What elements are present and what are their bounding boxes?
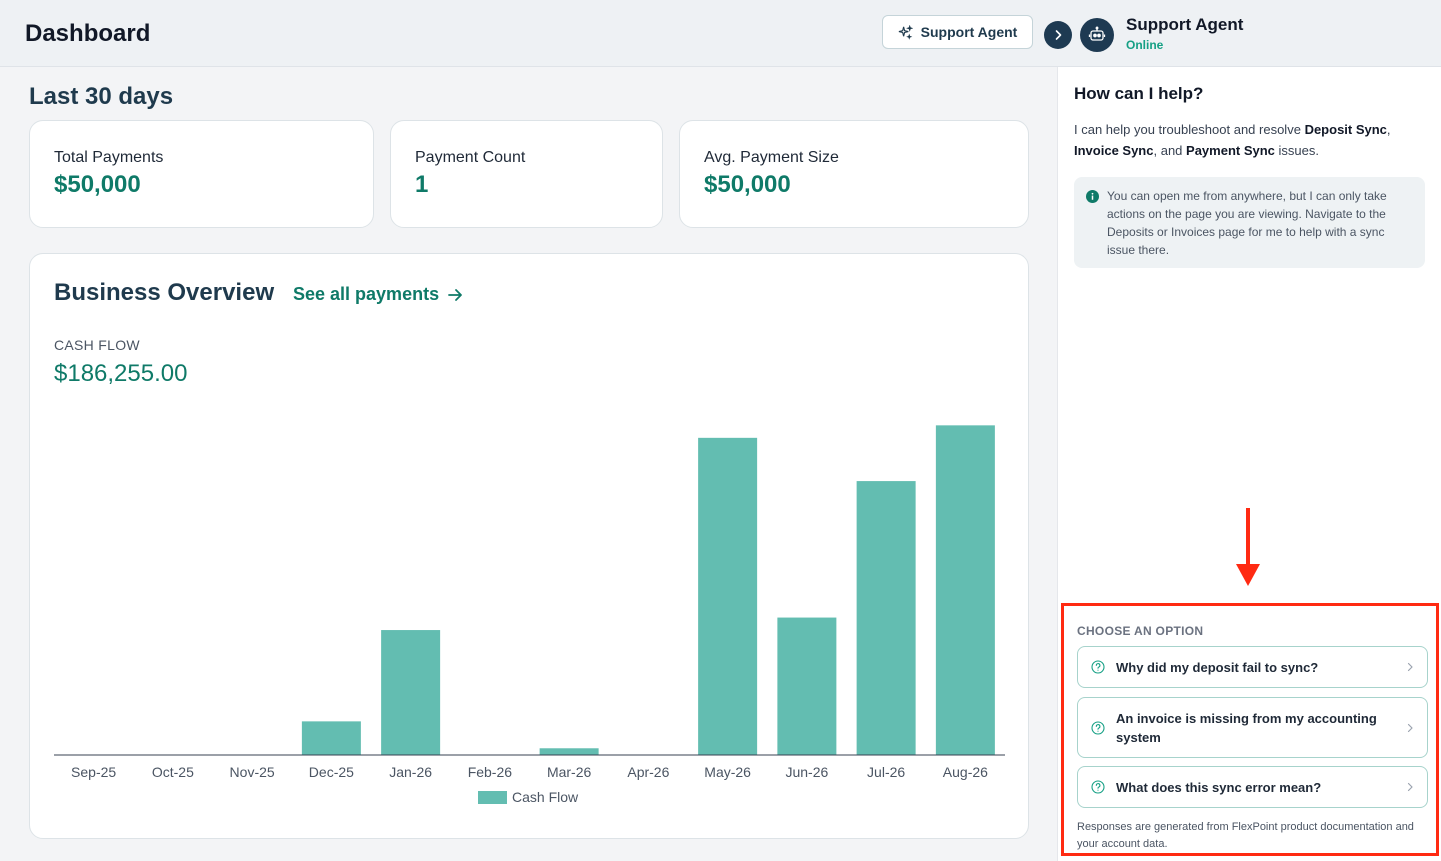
options-heading: CHOOSE AN OPTION [1077,624,1204,638]
help-end: issues. [1278,143,1319,158]
x-tick-label: May-26 [704,764,751,780]
sparkle-icon [898,24,913,40]
option-label: Why did my deposit fail to sync? [1116,659,1319,675]
support-agent-button-label: Support Agent [920,24,1018,40]
robot-icon [1088,26,1106,41]
stat-value: $50,000 [704,171,791,198]
help-item-payment-sync: Payment Sync [1186,143,1275,158]
question-circle-icon [1091,780,1105,794]
help-intro: I can help you troubleshoot and resolve [1074,122,1301,137]
chevron-right-icon [1055,30,1062,40]
stat-label: Avg. Payment Size [704,149,839,166]
question-circle-icon [1091,720,1105,735]
bar-mar-26 [539,748,599,755]
arrow-right-icon [448,288,462,301]
stat-label: Payment Count [415,149,526,166]
x-tick-label: Mar-26 [547,764,592,780]
options-highlight-box: CHOOSE AN OPTION Why did my deposit fail… [1061,603,1439,856]
x-tick-label: Oct-25 [152,764,194,780]
cash-flow-label: CASH FLOW [54,337,140,353]
bar-jul-26 [856,481,916,755]
bar-jan-26 [381,630,441,755]
period-title: Last 30 days [29,83,174,110]
see-all-payments-label: See all payments [293,284,440,304]
stat-card-total-payments: Total Payments $50,000 [29,120,374,228]
x-tick-label: Aug-26 [943,764,988,780]
legend-swatch [478,791,507,804]
x-tick-label: Jun-26 [785,764,828,780]
bar-aug-26 [935,425,995,755]
x-tick-label: Jul-26 [867,764,905,780]
avatar [1080,18,1114,52]
info-icon [1086,190,1099,203]
question-circle-icon [1091,660,1105,674]
see-all-payments-link[interactable]: See all payments [293,284,463,305]
disclaimer: Responses are generated from FlexPoint p… [1077,821,1414,850]
overview-title: Business Overview [54,279,275,306]
x-tick-label: Jan-26 [389,764,432,780]
option-sync-error[interactable]: What does this sync error mean? [1077,766,1428,808]
help-title: How can I help? [1074,84,1204,103]
agent-name: Support Agent [1126,15,1244,34]
help-and: , and [1153,143,1183,158]
x-tick-label: Dec-25 [309,764,354,780]
bar-dec-25 [301,721,361,755]
option-label: An invoice is missing from my accounting… [1116,710,1377,745]
option-invoice-missing[interactable]: An invoice is missing from my accounting… [1077,697,1428,758]
chevron-right-icon [1407,723,1413,732]
page-title: Dashboard [25,20,151,47]
chevron-right-icon [1407,662,1413,672]
cash-flow-chart: Sep-25 Oct-25 Nov-25 Dec-25 Jan-26 Feb-26 Mar-… [54,425,1005,805]
panel-header: Support Agent Online [1058,0,1441,67]
chevron-right-icon [1407,782,1413,792]
legend-label: Cash Flow [512,789,579,805]
support-agent-button[interactable]: Support Agent [882,15,1033,49]
cash-flow-value: $186,255.00 [54,360,188,387]
business-overview-card: Sep-25 Oct-25 Nov-25 Dec-25 Jan-26 Feb-26 Mar-… [29,253,1029,839]
collapse-panel-button[interactable] [1044,21,1072,49]
help-text: I can help you troubleshoot and resolve … [1074,119,1424,161]
stat-card-avg-payment-size: Avg. Payment Size $50,000 [679,120,1029,228]
x-tick-label: Nov-25 [230,764,275,780]
x-tick-label: Feb-26 [468,764,513,780]
bar-may-26 [698,437,758,755]
option-deposit-sync[interactable]: Why did my deposit fail to sync? [1077,646,1428,688]
status-badge: Online [1126,38,1164,52]
top-bar: Dashboard Support Agent [0,0,1058,67]
info-box: You can open me from anywhere, but I can… [1074,177,1425,268]
x-tick-label: Sep-25 [71,764,116,780]
main-area: Dashboard Support Agent Last 30 days Tot… [0,0,1058,861]
info-text: You can open me from anywhere, but I can… [1107,189,1387,257]
x-tick-label: Apr-26 [627,764,669,780]
help-item-invoice-sync: Invoice Sync [1074,143,1154,158]
option-label: What does this sync error mean? [1116,779,1322,795]
stat-label: Total Payments [54,149,164,166]
help-item-deposit-sync: Deposit Sync [1304,122,1387,137]
help-separator: , [1386,122,1391,137]
stat-value: 1 [415,171,429,198]
bar-jun-26 [777,617,837,755]
stat-value: $50,000 [54,171,141,198]
stat-card-payment-count: Payment Count 1 [390,120,663,228]
arrow-down-icon [1236,508,1260,586]
